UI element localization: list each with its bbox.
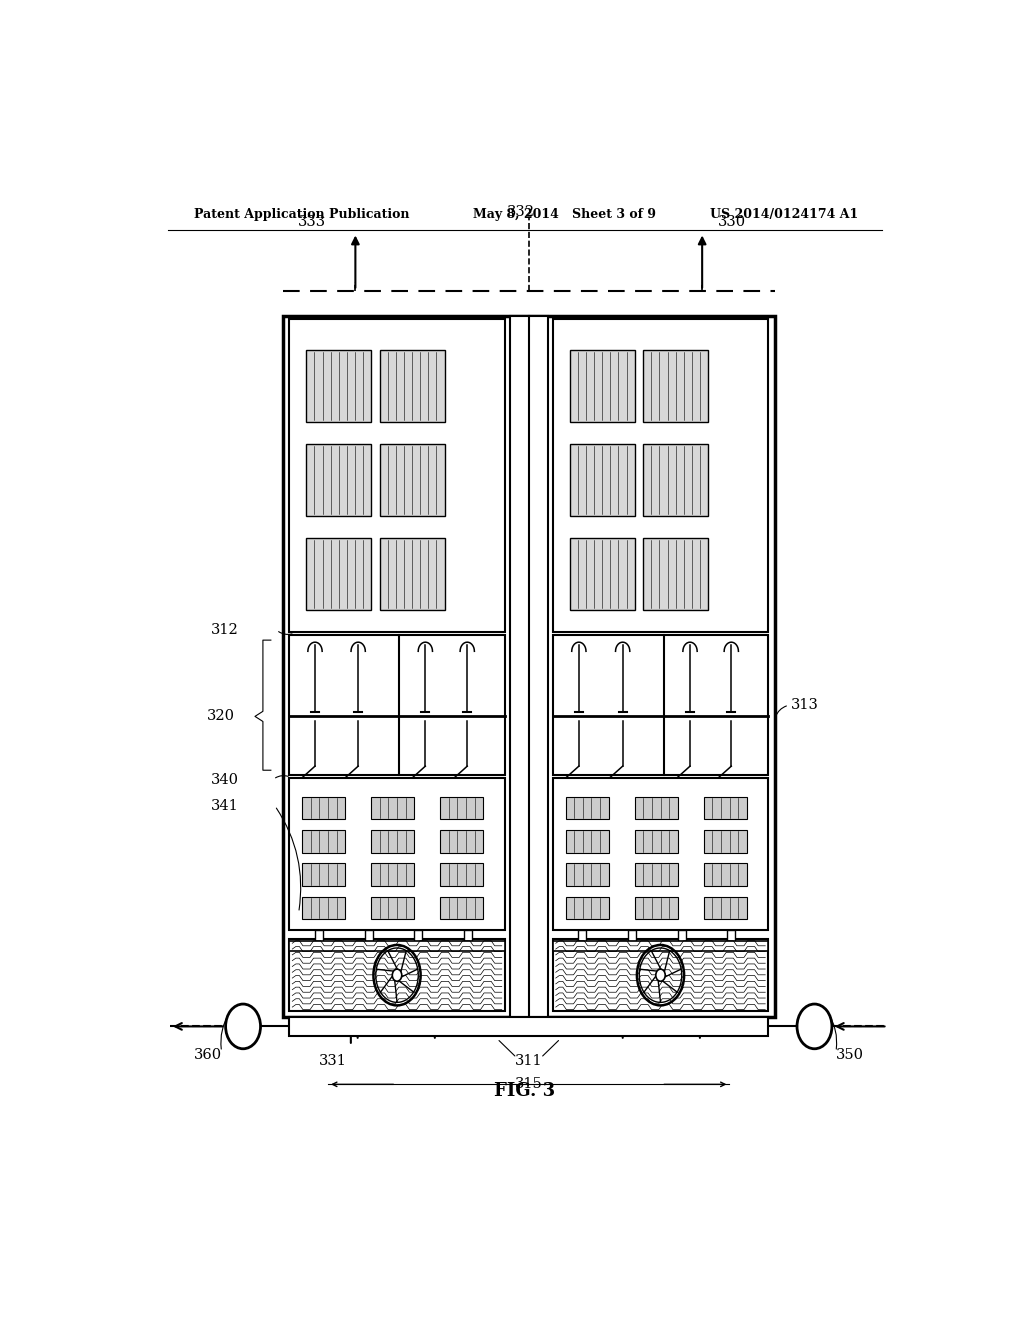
Bar — [678, 931, 686, 948]
Text: Patent Application Publication: Patent Application Publication — [194, 207, 410, 220]
Text: 332: 332 — [507, 206, 535, 219]
Text: 341: 341 — [211, 799, 240, 813]
Text: 360: 360 — [194, 1048, 221, 1061]
Text: 333: 333 — [298, 215, 326, 230]
Bar — [565, 896, 608, 920]
Text: 340: 340 — [211, 774, 240, 788]
Bar — [440, 796, 483, 820]
Bar — [464, 931, 472, 948]
Bar — [440, 830, 483, 853]
Bar — [569, 539, 635, 610]
Bar — [643, 350, 708, 422]
Bar — [371, 863, 415, 886]
Bar — [415, 931, 422, 948]
Bar — [635, 830, 678, 853]
Bar — [553, 940, 768, 1011]
Bar — [306, 445, 371, 516]
Bar — [380, 539, 444, 610]
Bar — [371, 896, 415, 920]
Bar — [703, 830, 746, 853]
Bar — [510, 315, 548, 1018]
Text: 331: 331 — [318, 1053, 346, 1068]
Bar — [565, 796, 608, 820]
Bar — [569, 445, 635, 516]
Bar — [289, 319, 505, 632]
Bar — [289, 941, 505, 952]
Bar — [643, 445, 708, 516]
Bar — [635, 863, 678, 886]
Bar — [703, 896, 746, 920]
Bar — [380, 445, 444, 516]
Bar — [565, 830, 608, 853]
Text: May 8, 2014   Sheet 3 of 9: May 8, 2014 Sheet 3 of 9 — [473, 207, 656, 220]
Bar — [371, 796, 415, 820]
Bar — [302, 896, 345, 920]
Bar — [565, 863, 608, 886]
Text: FIG. 3: FIG. 3 — [495, 1082, 555, 1101]
Bar — [635, 796, 678, 820]
Bar — [289, 779, 505, 931]
Bar — [302, 863, 345, 886]
Bar — [289, 635, 505, 775]
Text: 330: 330 — [718, 215, 746, 230]
Bar — [628, 931, 636, 948]
Text: 350: 350 — [836, 1048, 864, 1061]
Text: 320: 320 — [207, 709, 236, 723]
Bar — [643, 539, 708, 610]
Bar — [703, 796, 746, 820]
Bar — [289, 940, 505, 1011]
Bar — [289, 1018, 768, 1036]
Bar — [440, 896, 483, 920]
Text: 311: 311 — [515, 1053, 543, 1068]
Text: 315: 315 — [515, 1077, 543, 1092]
Bar — [315, 931, 323, 948]
Bar — [302, 796, 345, 820]
Text: 312: 312 — [211, 623, 240, 638]
Bar — [380, 350, 444, 422]
Bar — [727, 931, 735, 948]
Bar — [553, 779, 768, 931]
Text: 313: 313 — [791, 698, 818, 713]
Bar — [579, 931, 587, 948]
Bar — [283, 315, 775, 1018]
Bar — [569, 350, 635, 422]
Bar — [371, 830, 415, 853]
Bar — [440, 863, 483, 886]
Bar — [553, 635, 768, 775]
Bar — [553, 319, 768, 632]
Bar — [306, 539, 371, 610]
Bar — [365, 931, 373, 948]
Text: US 2014/0124174 A1: US 2014/0124174 A1 — [710, 207, 858, 220]
Bar — [635, 896, 678, 920]
Bar — [302, 830, 345, 853]
Circle shape — [392, 969, 401, 981]
Circle shape — [655, 969, 666, 981]
Bar — [306, 350, 371, 422]
Bar — [553, 941, 768, 952]
Bar — [703, 863, 746, 886]
